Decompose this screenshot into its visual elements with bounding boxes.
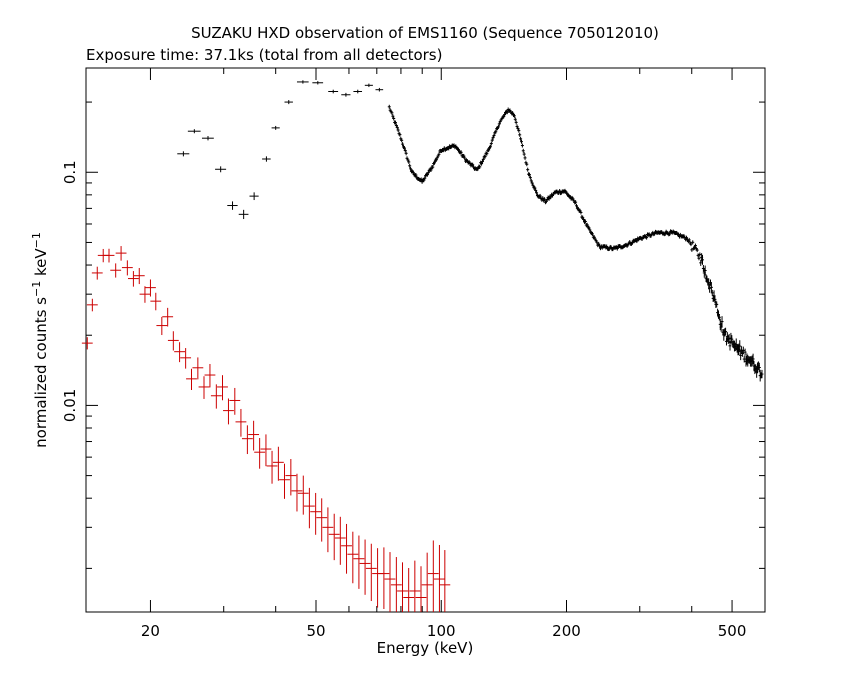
x-tick-label: 500 [718, 622, 747, 640]
x-tick-label: 200 [552, 622, 581, 640]
x-axis-label: Energy (keV) [377, 639, 474, 657]
y-axis-label: normalized counts s−1 keV−1 [30, 232, 50, 448]
series-black [177, 80, 764, 382]
tick-labels: 20 50 100 200 500 0.1 0.01 [61, 160, 746, 640]
y-tick-label: 0.1 [61, 160, 79, 184]
x-tick-label: 50 [306, 622, 325, 640]
chart-title: SUZAKU HXD observation of EMS1160 (Seque… [191, 24, 659, 42]
x-tick-label: 20 [141, 622, 160, 640]
plot-axes [85, 67, 766, 613]
axis-ticks [86, 68, 766, 612]
y-tick-label: 0.01 [61, 389, 79, 422]
series-red [81, 246, 451, 612]
plot-frame [85, 67, 766, 613]
chart-subtitle: Exposure time: 37.1ks (total from all de… [86, 46, 442, 64]
x-tick-label: 100 [427, 622, 456, 640]
